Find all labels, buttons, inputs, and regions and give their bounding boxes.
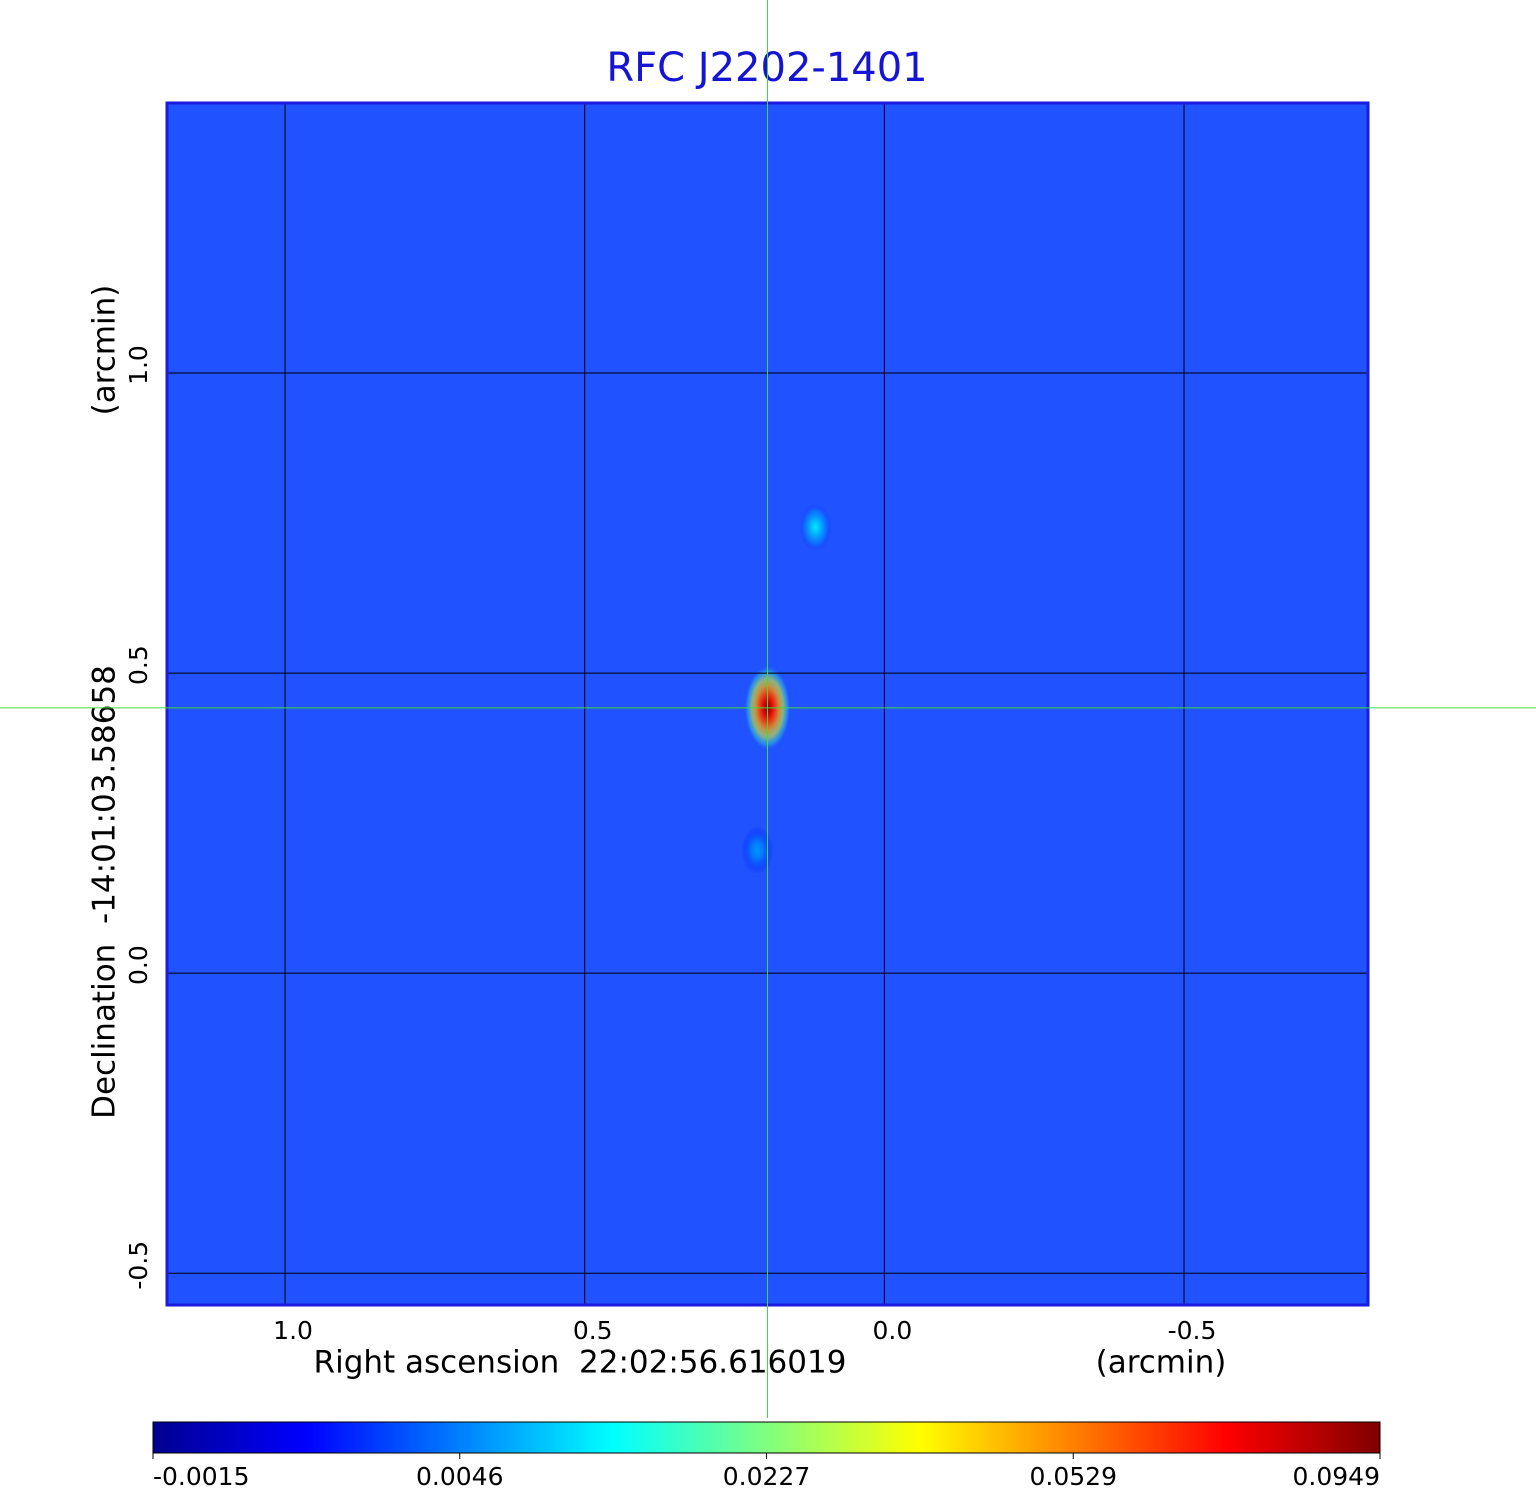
y-axis-label: Declination -14:01:03.58658 [87, 665, 123, 1119]
colorbar-tick-label: -0.0015 [153, 1462, 250, 1491]
x-tick-label: 1.0 [273, 1316, 313, 1345]
y-tick-label: 0.5 [124, 645, 153, 685]
x-axis-unit: (arcmin) [1096, 1345, 1227, 1381]
y-tick-label: -0.5 [124, 1241, 153, 1290]
colorbar [152, 1421, 1381, 1454]
y-tick-label: 0.0 [124, 945, 153, 985]
y-tick-label: 1.0 [124, 345, 153, 385]
x-tick-label: -0.5 [1168, 1316, 1217, 1345]
colorbar-tick-label: 0.0046 [416, 1462, 503, 1491]
x-tick-label: 0.0 [872, 1316, 912, 1345]
source [741, 826, 774, 875]
colorbar-tick-label: 0.0529 [1030, 1462, 1117, 1491]
x-axis-label: Right ascension 22:02:56.616019 [314, 1345, 847, 1381]
y-axis-unit: (arcmin) [87, 285, 123, 416]
colorbar-tick-label: 0.0949 [1293, 1462, 1380, 1491]
x-tick-label: 0.5 [573, 1316, 613, 1345]
source [799, 503, 832, 552]
colorbar-tick-label: 0.0227 [723, 1462, 810, 1491]
